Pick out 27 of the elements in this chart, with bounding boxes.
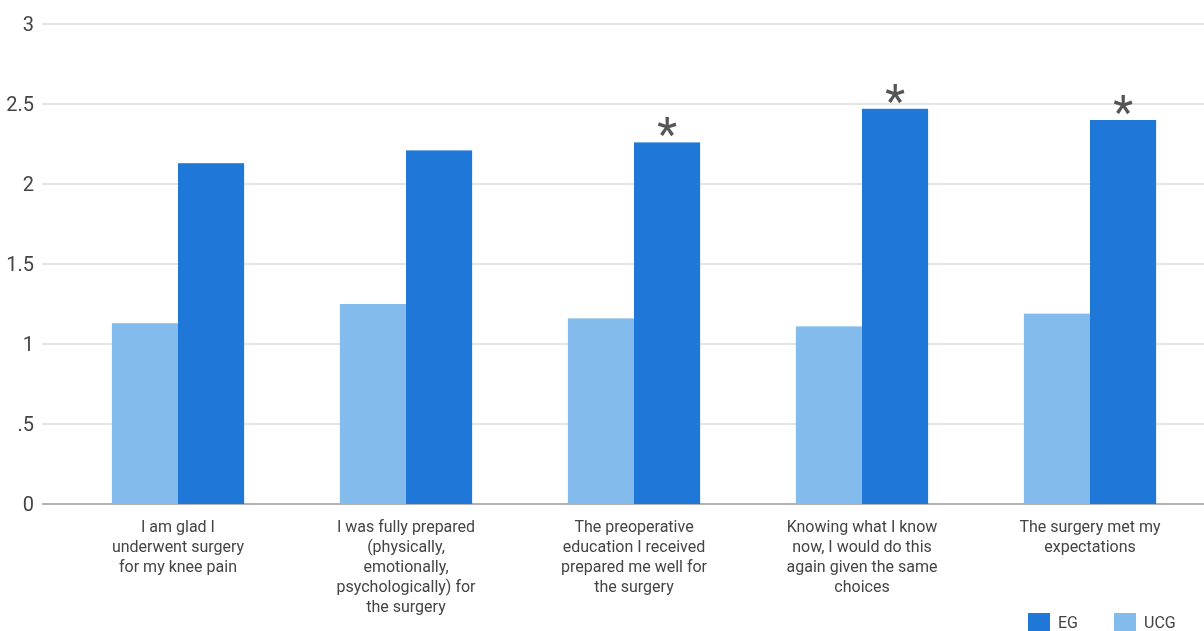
bar [634,142,701,504]
y-tick-label: .5 [17,412,34,436]
x-tick-label: I am glad I underwent surgery for my knee pain [111,517,245,576]
annotation: * [657,107,678,162]
bar [111,323,178,504]
x-tick-label: I was fully prepared (physically, emotionally, psychologically) for the surgery [336,517,477,616]
bar [178,163,245,504]
y-tick-label: 3 [22,12,34,36]
legend-label: EG [1058,612,1078,631]
x-tick-label: The preoperative education I received prepared me well for the surgery [560,517,708,596]
y-tick-label: 1 [22,332,34,356]
bar [862,108,929,504]
y-tick-label: 0 [22,492,34,516]
y-tick-label: 1.5 [6,252,34,276]
x-tick-label: The surgery met my expectations [1019,517,1161,556]
bar [1023,313,1090,504]
bar [339,304,406,504]
x-tick-label: Knowing what I know now, I would do this again given the same choices [786,517,938,596]
legend-label: UCG [1144,612,1176,631]
bar [406,150,473,504]
annotation: * [1113,85,1134,139]
y-tick-label: 2.5 [6,92,34,116]
bar [795,326,862,504]
y-tick-label: 2 [22,172,34,196]
bar [1090,120,1157,504]
annotation: * [885,73,906,128]
bar [567,318,634,504]
